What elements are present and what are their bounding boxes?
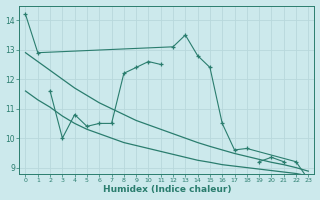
X-axis label: Humidex (Indice chaleur): Humidex (Indice chaleur) (103, 185, 231, 194)
